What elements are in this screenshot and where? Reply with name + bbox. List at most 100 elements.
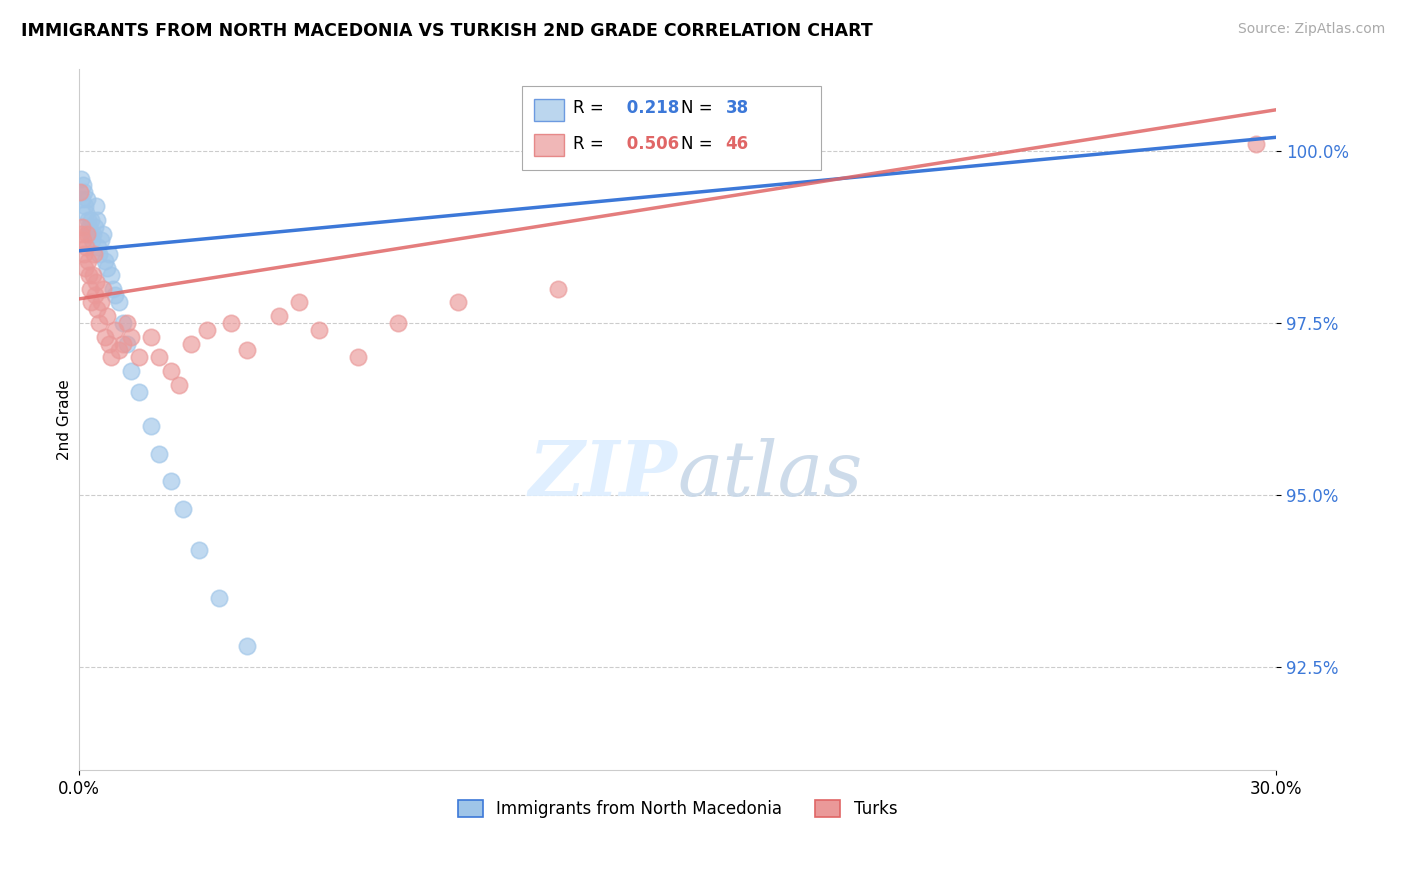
Point xyxy=(84,275,107,289)
Point xyxy=(104,323,127,337)
FancyBboxPatch shape xyxy=(534,134,564,156)
Text: 0.218: 0.218 xyxy=(621,99,679,118)
Legend: Immigrants from North Macedonia, Turks: Immigrants from North Macedonia, Turks xyxy=(451,793,904,825)
Point xyxy=(115,336,138,351)
Point xyxy=(111,316,134,330)
Point xyxy=(75,260,97,275)
Point xyxy=(90,295,112,310)
Point xyxy=(98,247,121,261)
Point xyxy=(80,234,103,248)
Point xyxy=(75,199,97,213)
Y-axis label: 2nd Grade: 2nd Grade xyxy=(58,379,72,459)
Point xyxy=(72,192,94,206)
Point xyxy=(91,227,114,241)
Point xyxy=(73,247,96,261)
Point xyxy=(219,316,242,330)
Point xyxy=(267,309,290,323)
Point xyxy=(115,316,138,330)
Point xyxy=(287,295,309,310)
Point xyxy=(347,351,370,365)
Point xyxy=(235,343,257,358)
Point xyxy=(208,591,231,605)
Point xyxy=(84,199,107,213)
Point xyxy=(167,377,190,392)
Text: 0.506: 0.506 xyxy=(621,136,679,153)
Point xyxy=(387,316,409,330)
Point xyxy=(70,171,93,186)
Point xyxy=(128,384,150,399)
Point xyxy=(180,336,202,351)
Point xyxy=(98,336,121,351)
Point xyxy=(547,282,569,296)
Point xyxy=(82,268,104,282)
Point xyxy=(100,268,122,282)
Point xyxy=(86,302,108,317)
Point xyxy=(100,351,122,365)
Point xyxy=(104,288,127,302)
Point xyxy=(139,419,162,434)
Point xyxy=(72,178,94,193)
Point xyxy=(94,330,117,344)
Text: N =: N = xyxy=(681,99,718,118)
Point xyxy=(80,295,103,310)
Text: R =: R = xyxy=(574,136,609,153)
Point xyxy=(108,295,131,310)
Point xyxy=(120,364,142,378)
Point xyxy=(73,186,96,200)
Point xyxy=(75,240,97,254)
Text: Source: ZipAtlas.com: Source: ZipAtlas.com xyxy=(1237,22,1385,37)
Point xyxy=(148,351,170,365)
Point xyxy=(87,247,110,261)
Point xyxy=(87,240,110,254)
Point xyxy=(69,186,91,200)
Text: atlas: atlas xyxy=(678,438,863,512)
Point xyxy=(235,639,257,653)
Point xyxy=(84,288,107,302)
Point xyxy=(172,501,194,516)
Point xyxy=(139,330,162,344)
Text: 38: 38 xyxy=(725,99,748,118)
Point xyxy=(187,543,209,558)
Point xyxy=(91,282,114,296)
Point xyxy=(70,227,93,241)
Point xyxy=(120,330,142,344)
Text: 46: 46 xyxy=(725,136,748,153)
Text: IMMIGRANTS FROM NORTH MACEDONIA VS TURKISH 2ND GRADE CORRELATION CHART: IMMIGRANTS FROM NORTH MACEDONIA VS TURKI… xyxy=(21,22,873,40)
FancyBboxPatch shape xyxy=(534,99,564,121)
Point xyxy=(96,309,118,323)
Text: N =: N = xyxy=(681,136,718,153)
Point xyxy=(111,336,134,351)
Point xyxy=(82,227,104,241)
Point xyxy=(77,254,100,268)
Point xyxy=(160,364,183,378)
Point xyxy=(195,323,218,337)
Point xyxy=(75,206,97,220)
Point xyxy=(108,343,131,358)
Point xyxy=(447,295,470,310)
Point xyxy=(94,254,117,268)
Point xyxy=(83,247,105,261)
Point xyxy=(148,447,170,461)
Point xyxy=(76,227,98,241)
Text: ZIP: ZIP xyxy=(529,438,678,512)
Point xyxy=(90,234,112,248)
Point xyxy=(79,227,101,241)
Point xyxy=(101,282,124,296)
Point xyxy=(160,474,183,488)
Point xyxy=(72,219,94,234)
Point xyxy=(128,351,150,365)
Text: R =: R = xyxy=(574,99,609,118)
Point xyxy=(86,212,108,227)
Point xyxy=(77,268,100,282)
Point xyxy=(79,282,101,296)
Point xyxy=(76,192,98,206)
Point xyxy=(77,212,100,227)
Point xyxy=(72,234,94,248)
FancyBboxPatch shape xyxy=(522,86,821,170)
Point xyxy=(96,260,118,275)
Point xyxy=(80,212,103,227)
Point xyxy=(87,316,110,330)
Point xyxy=(1244,137,1267,152)
Point xyxy=(308,323,330,337)
Point xyxy=(77,219,100,234)
